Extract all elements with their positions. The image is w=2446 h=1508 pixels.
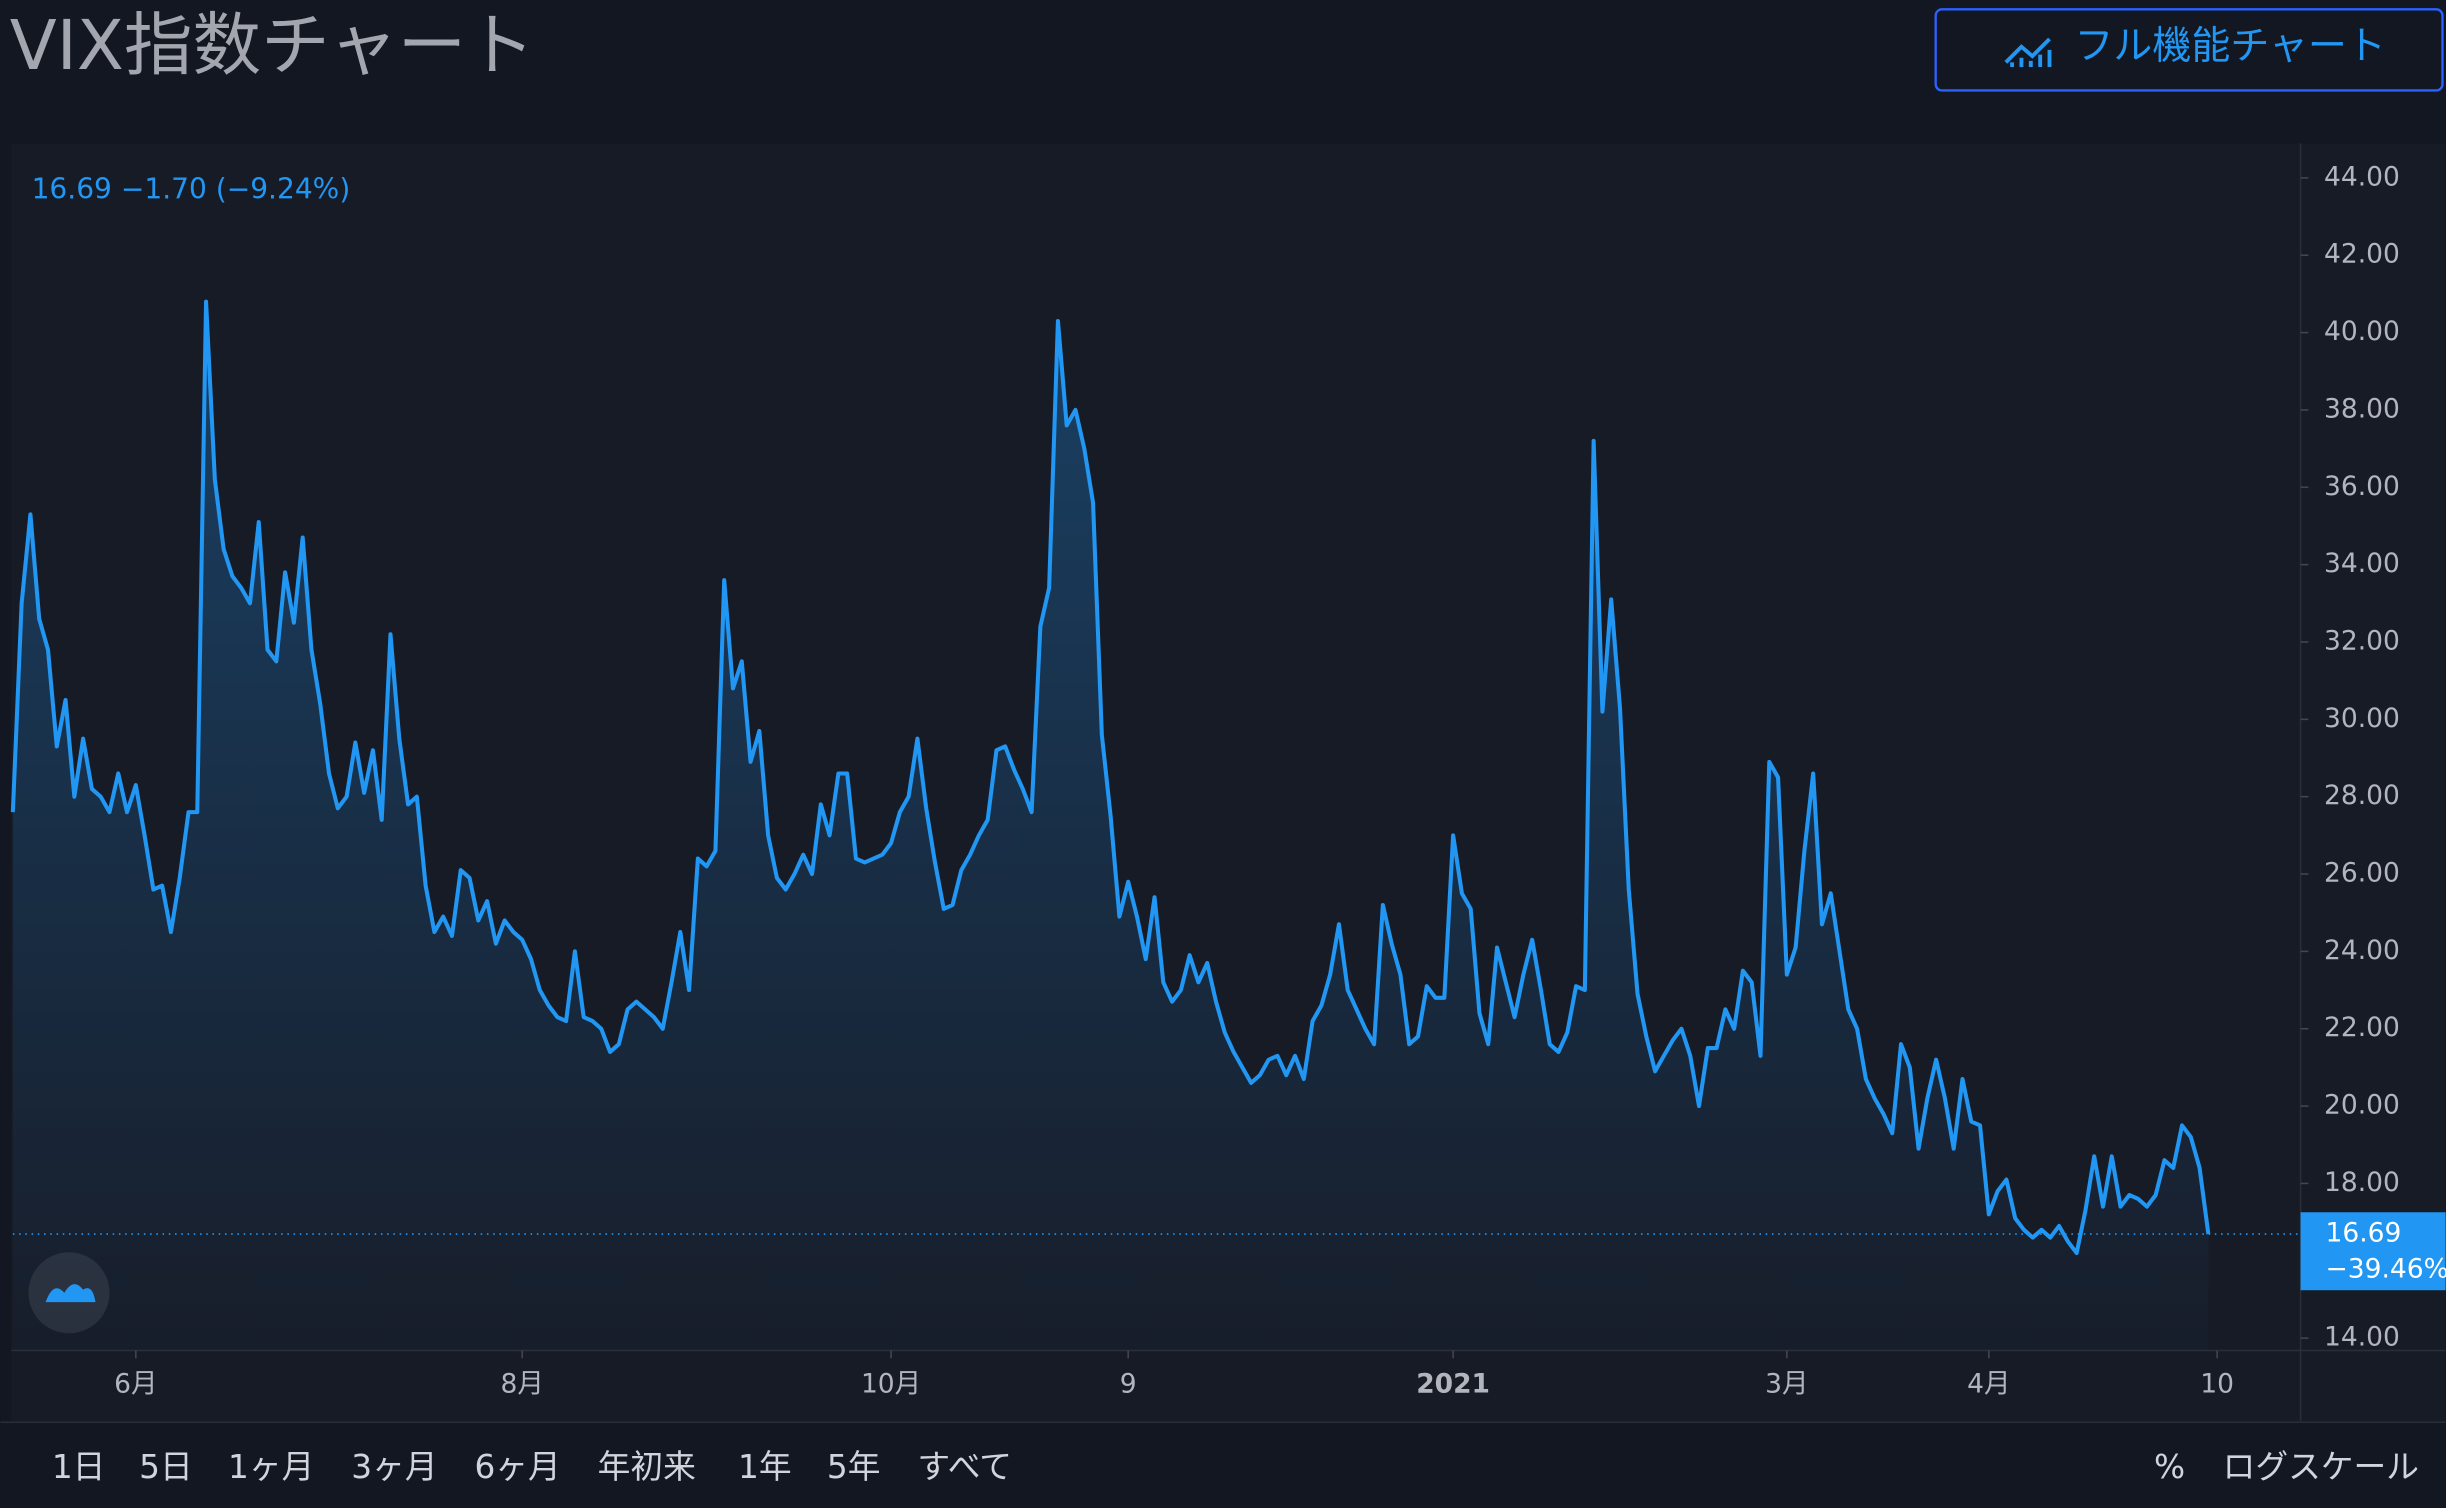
range-button[interactable]: すべて bbox=[917, 1448, 1012, 1486]
percent-button[interactable]: % bbox=[2154, 1448, 2185, 1486]
x-tick-label: 8月 bbox=[501, 1368, 544, 1399]
x-tick-label: 9 bbox=[1120, 1368, 1137, 1399]
x-tick-label: 3月 bbox=[1765, 1368, 1808, 1399]
last-price-label: 16.69 bbox=[2326, 1218, 2402, 1249]
x-tick-label: 4月 bbox=[1967, 1368, 2010, 1399]
y-tick-label: 14.00 bbox=[2324, 1322, 2400, 1353]
log-scale-button[interactable]: ログスケール bbox=[2223, 1448, 2419, 1486]
y-tick-label: 26.00 bbox=[2324, 858, 2400, 889]
last-price-tag bbox=[2300, 1212, 2446, 1291]
legend-text: 16.69 −1.70 (−9.24%) bbox=[32, 172, 351, 205]
y-tick-label: 18.00 bbox=[2324, 1167, 2400, 1198]
line bbox=[10, 299, 2211, 1256]
button-frame bbox=[1934, 8, 2444, 92]
range-button[interactable]: 3ヶ月 bbox=[351, 1448, 437, 1486]
y-tick-label: 30.00 bbox=[2324, 703, 2400, 734]
y-tick-label: 32.00 bbox=[2324, 625, 2400, 656]
button-label: フル機能チャート bbox=[2074, 24, 2385, 69]
y-tick-label: 38.00 bbox=[2324, 393, 2400, 424]
y-tick-label: 40.00 bbox=[2324, 316, 2400, 347]
x-tick-label: 2021 bbox=[1416, 1368, 1490, 1399]
range-button[interactable]: 1日 bbox=[52, 1448, 106, 1486]
range-button[interactable]: 年初来 bbox=[598, 1448, 696, 1486]
full-chart-button[interactable]: フル機能チャート bbox=[1934, 8, 2444, 92]
y-tick-label: 44.00 bbox=[2324, 161, 2400, 192]
range-button[interactable]: 5年 bbox=[827, 1448, 881, 1486]
y-tick-label: 22.00 bbox=[2324, 1012, 2400, 1043]
range-button[interactable]: 1ヶ月 bbox=[228, 1448, 314, 1486]
y-tick-label: 28.00 bbox=[2324, 780, 2400, 811]
x-tick-label: 6月 bbox=[114, 1368, 157, 1399]
chart-icon bbox=[2004, 37, 2052, 68]
range-button[interactable]: 1年 bbox=[738, 1448, 792, 1486]
y-tick-label: 36.00 bbox=[2324, 471, 2400, 502]
y-tick-label: 20.00 bbox=[2324, 1090, 2400, 1121]
range-button[interactable]: 6ヶ月 bbox=[474, 1448, 560, 1486]
x-tick-label: 10 bbox=[2200, 1368, 2234, 1399]
y-tick-label: 34.00 bbox=[2324, 548, 2400, 579]
y-tick-label: 42.00 bbox=[2324, 239, 2400, 270]
y-tick-label: 24.00 bbox=[2324, 935, 2400, 966]
last-change-label: −39.46% bbox=[2326, 1253, 2446, 1284]
range-button[interactable]: 5日 bbox=[139, 1448, 193, 1486]
chart-title: VIX指数チャート bbox=[10, 6, 535, 86]
x-tick-label: 10月 bbox=[861, 1368, 921, 1399]
